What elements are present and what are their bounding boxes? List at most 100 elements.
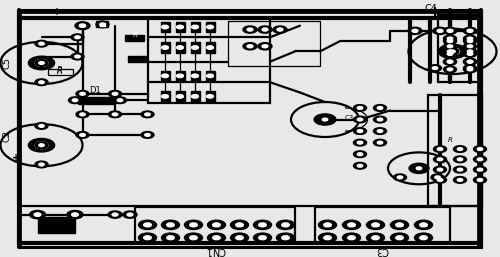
Circle shape — [438, 44, 466, 59]
Circle shape — [166, 223, 174, 227]
Bar — [228, 21, 320, 66]
Circle shape — [464, 35, 476, 42]
Bar — [206, 91, 214, 102]
Circle shape — [468, 50, 472, 53]
Circle shape — [230, 220, 248, 230]
Bar — [135, 207, 295, 243]
Circle shape — [258, 26, 272, 33]
Circle shape — [28, 56, 54, 70]
Text: D1: D1 — [89, 86, 101, 95]
Circle shape — [190, 236, 198, 240]
Circle shape — [438, 179, 442, 181]
Circle shape — [464, 51, 476, 57]
Circle shape — [162, 46, 168, 49]
Circle shape — [80, 134, 85, 136]
Circle shape — [282, 236, 290, 240]
Circle shape — [408, 27, 422, 34]
Circle shape — [366, 220, 384, 230]
Circle shape — [458, 168, 462, 171]
Circle shape — [464, 66, 476, 73]
Circle shape — [414, 233, 432, 242]
Circle shape — [464, 43, 476, 50]
Circle shape — [108, 90, 122, 97]
Circle shape — [468, 67, 472, 69]
Circle shape — [262, 28, 268, 31]
Circle shape — [176, 74, 184, 78]
Circle shape — [206, 95, 214, 98]
Circle shape — [444, 58, 456, 65]
Circle shape — [35, 79, 48, 86]
Circle shape — [444, 35, 456, 42]
Circle shape — [236, 223, 244, 227]
Circle shape — [318, 116, 332, 123]
Circle shape — [247, 28, 253, 31]
Circle shape — [138, 220, 156, 230]
Circle shape — [358, 153, 362, 155]
Circle shape — [35, 123, 48, 129]
Circle shape — [258, 223, 266, 227]
Bar — [206, 42, 214, 53]
Circle shape — [396, 223, 404, 227]
Circle shape — [468, 37, 472, 40]
Circle shape — [108, 111, 122, 118]
Circle shape — [446, 48, 460, 55]
Bar — [438, 15, 480, 82]
Circle shape — [254, 233, 272, 242]
Circle shape — [144, 236, 152, 240]
Circle shape — [412, 29, 418, 32]
Circle shape — [448, 45, 452, 48]
Circle shape — [276, 233, 294, 242]
Circle shape — [464, 58, 476, 65]
Circle shape — [434, 177, 446, 183]
Circle shape — [277, 28, 283, 31]
Circle shape — [72, 99, 78, 102]
Circle shape — [434, 156, 446, 163]
Circle shape — [243, 26, 257, 33]
Circle shape — [444, 27, 456, 34]
Circle shape — [438, 158, 442, 161]
Circle shape — [30, 210, 46, 219]
Circle shape — [138, 233, 156, 242]
Circle shape — [208, 220, 226, 230]
Circle shape — [145, 134, 150, 136]
Circle shape — [75, 22, 90, 30]
Circle shape — [468, 30, 472, 32]
Circle shape — [448, 68, 452, 71]
Circle shape — [454, 166, 466, 173]
Bar — [176, 71, 184, 81]
Text: R: R — [57, 66, 63, 75]
Circle shape — [378, 130, 382, 132]
Text: C3: C3 — [344, 115, 354, 121]
Circle shape — [478, 179, 482, 181]
Circle shape — [448, 37, 452, 40]
Circle shape — [35, 60, 48, 66]
Circle shape — [358, 130, 362, 132]
Circle shape — [366, 233, 384, 242]
Circle shape — [414, 220, 432, 230]
Circle shape — [184, 220, 202, 230]
Text: C5: C5 — [3, 57, 12, 69]
Circle shape — [464, 27, 476, 34]
Circle shape — [243, 43, 257, 50]
Circle shape — [192, 25, 198, 29]
Bar — [78, 97, 115, 104]
Circle shape — [96, 21, 109, 28]
Circle shape — [468, 68, 472, 71]
Text: R: R — [132, 32, 137, 39]
Circle shape — [80, 24, 85, 27]
Bar — [38, 217, 75, 233]
Text: C4: C4 — [424, 4, 438, 14]
Circle shape — [342, 233, 360, 242]
Circle shape — [378, 107, 382, 109]
Circle shape — [314, 114, 336, 125]
Circle shape — [80, 113, 85, 116]
Circle shape — [454, 177, 466, 183]
Circle shape — [247, 45, 253, 48]
Circle shape — [127, 213, 133, 216]
Circle shape — [431, 174, 444, 181]
Circle shape — [416, 167, 422, 170]
Bar — [190, 71, 200, 81]
Text: R: R — [57, 67, 63, 77]
Circle shape — [176, 25, 184, 29]
Circle shape — [39, 42, 44, 45]
